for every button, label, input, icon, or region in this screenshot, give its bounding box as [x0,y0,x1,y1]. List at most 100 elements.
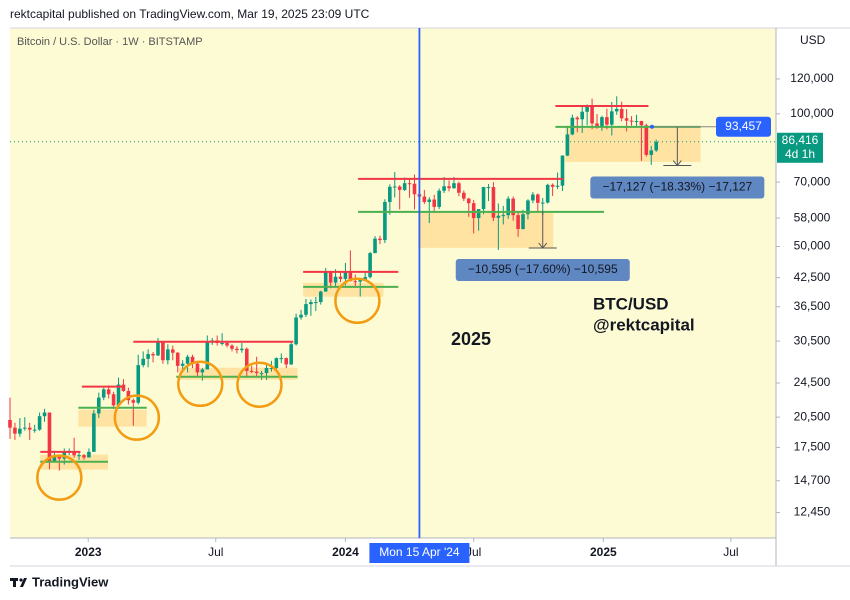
candle-body [644,125,649,155]
candle-body [353,281,358,283]
y-tick-label: 24,500 [794,375,831,389]
currency: USD [800,33,826,47]
candle-body [87,451,91,458]
candle-body [437,190,441,207]
y-tick-label: 100,000 [790,106,834,120]
y-tick-label: 12,450 [794,505,831,519]
candle-body [180,363,185,366]
candle-body [540,202,545,204]
candle-body [614,108,619,112]
plot-background [10,28,776,538]
candle-body [190,356,195,364]
x-tick-label: 2023 [75,545,102,559]
candle-body [333,276,338,283]
candle-body [77,455,81,457]
candle-body [309,302,313,305]
candle-body [486,187,491,189]
candle-body [580,111,585,120]
measure-badge [455,259,630,282]
candle-body [185,356,190,364]
y-tick-label: 20,500 [794,409,831,423]
candle-body [22,427,27,429]
candle-body [531,194,535,201]
candle-body [585,105,589,112]
candle-body [550,184,555,187]
candle-body [590,105,594,124]
candle-body [289,344,293,365]
candle-body [328,271,333,283]
candle-body [555,185,560,187]
candle-body [412,183,417,195]
candle-body [545,184,550,203]
measure-label: −10,595 (−17.60%) −10,595 [468,262,618,276]
candle-body [565,134,570,156]
crosshair-label: Mon 15 Apr '24 [379,545,460,559]
y-tick-label: 120,000 [790,71,834,85]
candle-body [511,198,515,216]
candle-body [314,302,318,304]
candle-body [348,271,353,282]
candle-body [111,394,116,406]
candle-body [259,373,264,375]
candle-body [96,397,101,414]
candle-body [42,412,47,417]
candle-body [605,117,609,125]
highlight-circle [113,394,161,441]
candle-body [146,354,150,359]
candle-body [244,348,249,371]
candle-body [368,253,372,278]
candle-body [373,238,377,254]
candle-body [462,192,466,199]
candle-body [397,186,402,190]
candle-body [402,183,407,190]
candle-body [442,186,446,191]
candle-body [121,384,126,391]
candle-body [600,117,604,127]
candle-body [116,384,121,406]
measure-badge [590,176,765,199]
y-tick-label: 36,500 [794,299,831,313]
y-tick-label: 14,700 [794,473,831,487]
zone [565,126,701,162]
x-tick-label: Jul [208,545,223,559]
candle-body [639,121,644,126]
candle-body [491,187,496,218]
candle-body [447,186,451,189]
candle-body [392,186,397,188]
candle-body [101,389,106,398]
candle-body [481,187,486,210]
candle-body [230,345,234,349]
chart: −10,595 (−17.60%) −10,595 −17,127 (−18.33… [8,96,776,501]
highlight-circle [334,277,381,325]
annotation: 2025 [451,329,491,349]
candle-body [624,118,629,121]
candle-body [72,451,76,456]
candle-body [654,141,659,151]
candle-body [131,400,136,403]
candle-body [634,121,639,123]
candle-body [610,111,614,125]
candle-body [175,352,180,366]
candle-body [629,120,634,122]
candle-body [304,304,308,315]
candle-body [254,371,259,374]
y-tick-label: 30,500 [794,333,831,347]
footer: TradingView [32,574,109,589]
x-tick-label: Jul [466,545,481,559]
last-price-badge [777,132,823,163]
zone [78,409,147,427]
candle-body [363,277,367,280]
candle-body [92,413,96,452]
candle-body [195,363,200,373]
y-tick-label: 17,500 [794,440,831,454]
candle-body [536,194,540,203]
candle-body [338,276,343,279]
candle-body [8,419,12,428]
candle-body [422,196,427,202]
price-label-badge [716,116,771,137]
x-tick-label: 2025 [590,545,617,559]
candle-body [521,214,525,229]
candle-body [318,291,323,303]
candle-body [388,186,392,202]
